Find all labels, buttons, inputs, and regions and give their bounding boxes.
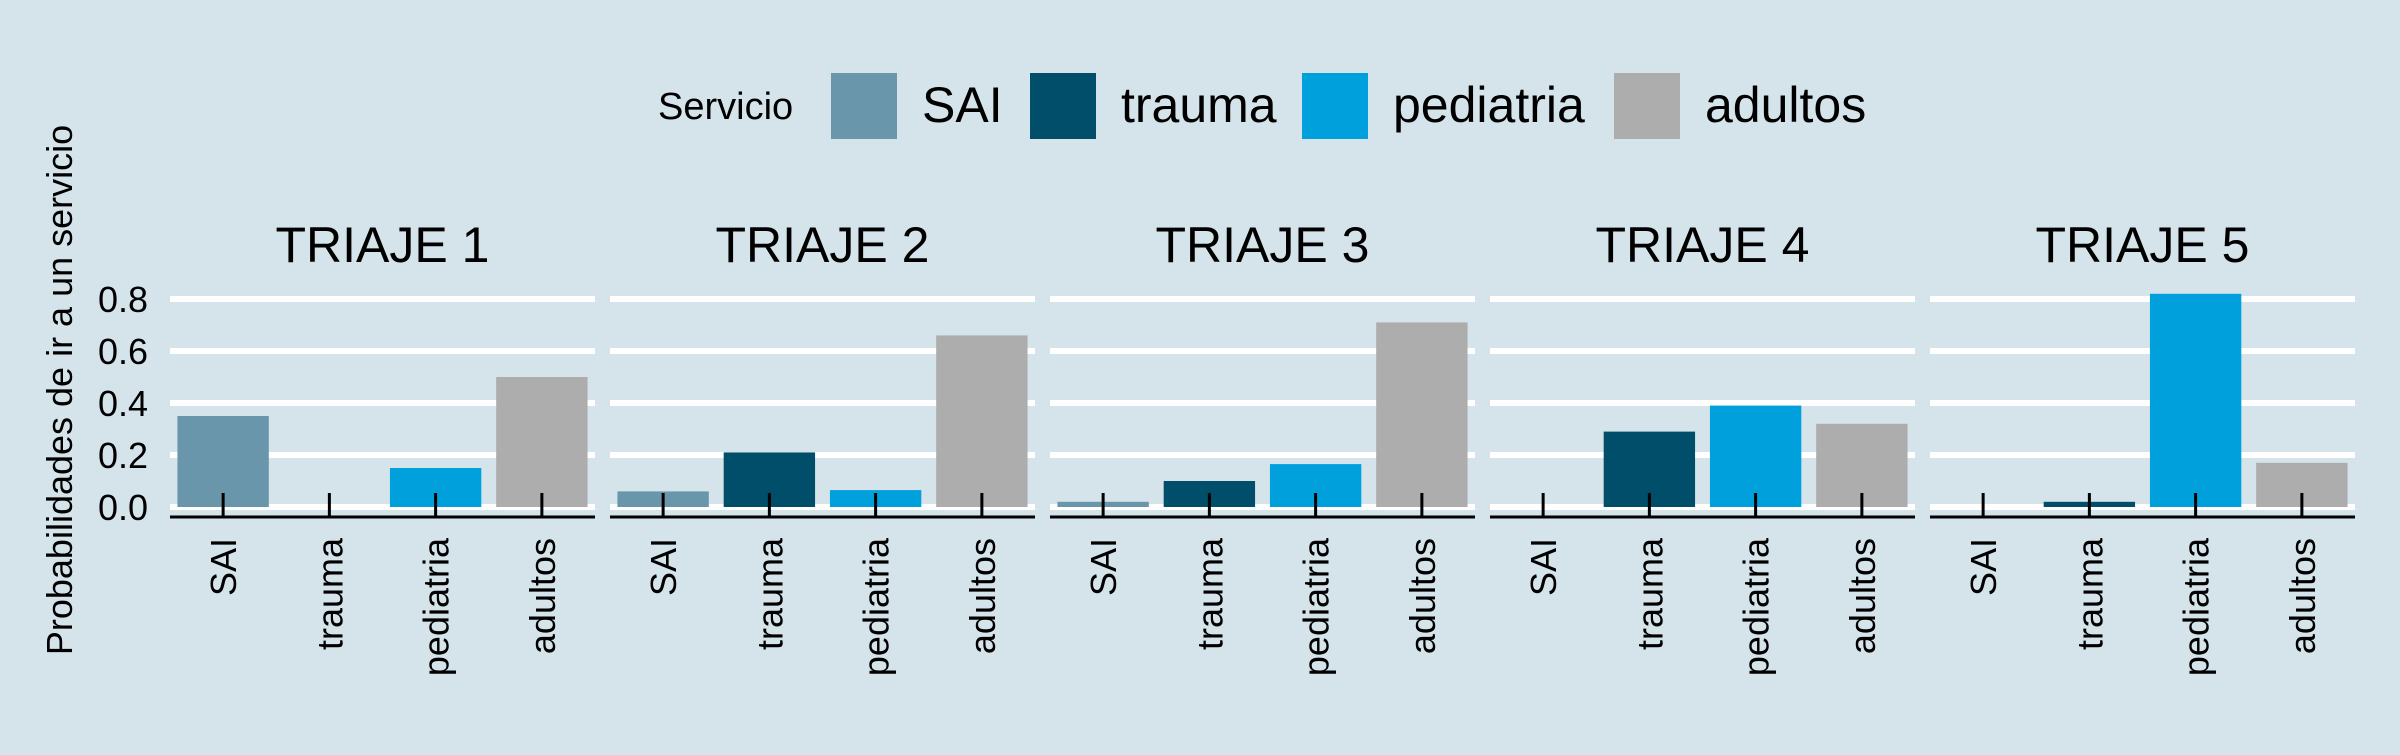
x-tick-label: pediatria [416,537,457,676]
y-tick-label: 0.0 [98,487,148,528]
x-tick-label: adultos [2282,538,2323,654]
facet-title: TRIAJE 2 [716,217,930,273]
x-tick-label: trauma [1189,537,1230,650]
legend-label-SAI: SAI [922,77,1003,133]
legend-key-adultos [1614,73,1680,139]
y-tick-label: 0.2 [98,435,148,476]
x-tick-label: adultos [522,538,563,654]
x-tick-label: adultos [1402,538,1443,654]
x-tick-label: pediatria [1296,537,1337,676]
bar-adultos [1376,322,1468,507]
y-tick-label: 0.8 [98,279,148,320]
legend-key-SAI [831,73,897,139]
facet-5: TRIAJE 5 SAI trauma pediatria adultos [1930,217,2355,676]
x-tick-label: pediatria [1736,537,1777,676]
x-tick-label: trauma [309,537,350,650]
bar-adultos [936,335,1028,507]
facet-2: TRIAJE 2 SAI trauma pediatria adultos [610,217,1035,676]
x-tick-label: SAI [1963,538,2004,596]
legend-key-pediatria [1302,73,1368,139]
facet-title: TRIAJE 3 [1156,217,1370,273]
y-axis-label: Probabilidades de ir a un servicio [39,125,80,655]
legend-title: Servicio [658,86,793,128]
x-tick-label: pediatria [856,537,897,676]
legend-label-adultos: adultos [1705,77,1866,133]
x-tick-label: SAI [1083,538,1124,596]
facet-title: TRIAJE 4 [1596,217,1810,273]
x-tick-label: trauma [2069,537,2110,650]
facet-3: TRIAJE 3 SAI trauma pediatria adultos [1050,217,1475,676]
y-tick-label: 0.4 [98,383,148,424]
legend-label-pediatria: pediatria [1393,77,1585,133]
y-axis: 0.0 0.2 0.4 0.6 0.8 [98,279,148,528]
legend-label-trauma: trauma [1121,77,1277,133]
x-tick-label: pediatria [2176,537,2217,676]
bar-SAI [177,416,269,507]
facet-1: TRIAJE 1 SAI trauma pediatria adultos [170,217,595,676]
legend-key-trauma [1030,73,1096,139]
x-tick-label: adultos [1842,538,1883,654]
bar-pediatria [2149,293,2242,507]
x-tick-label: SAI [203,538,244,596]
legend: Servicio SAI trauma pediatria adultos [658,73,1866,139]
x-tick-label: trauma [749,537,790,650]
facet-title: TRIAJE 1 [276,217,490,273]
y-tick-label: 0.6 [98,331,148,372]
bar-adultos [496,377,588,507]
facet-title: TRIAJE 5 [2036,217,2250,273]
x-tick-label: SAI [1523,538,1564,596]
x-tick-label: trauma [1629,537,1670,650]
facet-4: TRIAJE 4 SAI trauma pediatria adultos [1490,217,1915,676]
bar-pediatria [1709,405,1802,507]
x-tick-label: SAI [643,538,684,596]
x-tick-label: adultos [962,538,1003,654]
